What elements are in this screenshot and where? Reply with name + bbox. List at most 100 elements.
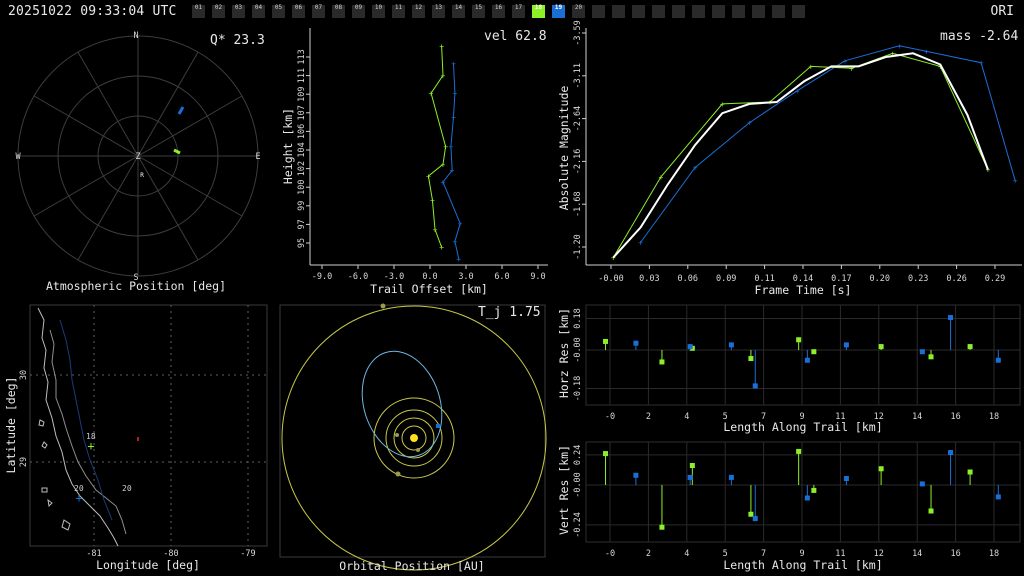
polar-east: E	[255, 152, 260, 162]
res-xtick: 2	[646, 412, 651, 422]
frame-cell[interactable]	[772, 5, 785, 18]
frame-cell[interactable]: 08	[332, 5, 345, 18]
vert-res-ylabel: Vert Res [km]	[557, 445, 571, 535]
frame-cell[interactable]	[712, 5, 725, 18]
height-ytick: 111	[297, 68, 307, 83]
magnitude-xtick: 0.06	[678, 274, 698, 284]
frame-cell[interactable]: 13	[432, 5, 445, 18]
height-xtick: 0.0	[422, 272, 437, 282]
res-marker	[811, 349, 817, 355]
frame-number: 02	[214, 4, 223, 11]
res-marker	[603, 338, 609, 344]
frame-cell[interactable]: 02	[212, 5, 225, 18]
height-point: +	[426, 172, 431, 181]
vert-res-xlabel: Length Along Trail [km]	[723, 558, 882, 572]
frame-cell[interactable]: 01	[192, 5, 205, 18]
polar-track-green	[173, 148, 181, 155]
planet-inner	[395, 471, 401, 477]
frame-cell[interactable]: 06	[292, 5, 305, 18]
polar-track-blue	[177, 106, 185, 115]
orbit-xlabel: Orbital Position [AU]	[339, 559, 484, 573]
height-point: +	[456, 255, 461, 264]
frame-cell[interactable]	[792, 5, 805, 18]
frame-cell[interactable]	[632, 5, 645, 18]
frame-cell[interactable]: 17	[512, 5, 525, 18]
planet-venus	[395, 433, 399, 437]
frame-cell[interactable]: 09	[352, 5, 365, 18]
coastline-inner	[49, 329, 127, 535]
magnitude-point: +	[747, 119, 752, 128]
orbit-venus	[393, 417, 435, 459]
res-marker	[728, 342, 734, 348]
height-ytick: 95	[297, 238, 307, 248]
polar-spoke	[33, 155, 139, 217]
res-marker	[928, 508, 934, 514]
frame-cell[interactable]: 05	[272, 5, 285, 18]
height-point: +	[452, 237, 457, 246]
res-marker	[603, 451, 609, 457]
frame-strip[interactable]: 01 02 03 04 05 06 07 08 09 10 11 12 13 14 15 16 17 18 19 20	[192, 5, 805, 18]
res-marker	[752, 383, 758, 389]
magnitude-xtick: 0.11	[754, 274, 774, 284]
frame-cell[interactable]: 07	[312, 5, 325, 18]
frame-number: 05	[274, 4, 283, 11]
coastline-blue	[59, 319, 113, 521]
frame-cell[interactable]	[692, 5, 705, 18]
height-xtick: 3.0	[458, 272, 473, 282]
res-marker	[633, 340, 639, 346]
frame-cell[interactable]	[592, 5, 605, 18]
map-blue-station: +	[75, 491, 82, 505]
res-xtick: 12	[874, 412, 884, 422]
height-ytick: 107	[297, 105, 307, 120]
frame-cell[interactable]	[752, 5, 765, 18]
height-ytick: 109	[297, 87, 307, 102]
frame-number: 15	[474, 4, 483, 11]
res-xtick: 7	[761, 549, 766, 559]
frame-number: 16	[494, 4, 503, 11]
frame-cell[interactable]	[672, 5, 685, 18]
frame-cell[interactable]	[652, 5, 665, 18]
map-xtick: -79	[240, 549, 255, 559]
timestamp: 20251022 09:33:04 UTC	[8, 4, 177, 19]
frame-cell[interactable]: 18	[532, 5, 545, 18]
map-ytick: 29	[19, 457, 29, 467]
frame-cell[interactable]: 11	[392, 5, 405, 18]
res-ytick: -0.18	[573, 376, 583, 402]
polar-spoke	[77, 51, 139, 157]
res-marker	[948, 450, 954, 455]
res-marker	[811, 487, 817, 493]
res-marker	[687, 474, 693, 480]
map-green-station: +	[87, 439, 94, 453]
res-marker	[919, 349, 925, 355]
frame-cell[interactable]: 20	[572, 5, 585, 18]
frame-number: 10	[374, 4, 383, 11]
map-ylabel: Latitude [deg]	[4, 377, 18, 474]
res-marker	[919, 481, 925, 487]
height-point: +	[450, 166, 455, 175]
frame-cell[interactable]: 15	[472, 5, 485, 18]
planet-mercury	[416, 448, 420, 452]
frame-cell[interactable]: 14	[452, 5, 465, 18]
magnitude-series-line	[612, 52, 989, 258]
sun-marker	[410, 434, 418, 442]
magnitude-ytick: -1.68	[573, 191, 583, 217]
height-xtick: 9.0	[530, 272, 545, 282]
frame-cell[interactable]: 16	[492, 5, 505, 18]
orbit-mercury	[401, 425, 427, 451]
frame-cell[interactable]: 03	[232, 5, 245, 18]
map-xtick: -81	[86, 549, 101, 559]
frame-cell[interactable]: 19	[552, 5, 565, 18]
frame-number: 14	[454, 4, 463, 11]
frame-cell[interactable]: 04	[252, 5, 265, 18]
res-xtick: 9	[799, 549, 804, 559]
magnitude-point: +	[1013, 177, 1018, 186]
frame-cell[interactable]: 10	[372, 5, 385, 18]
frame-cell[interactable]	[732, 5, 745, 18]
polar-west: W	[15, 152, 21, 162]
frame-cell[interactable]	[612, 5, 625, 18]
frame-number: 09	[354, 4, 363, 11]
magnitude-point: +	[924, 47, 929, 56]
horz-res-plot: -0 2 4 5 7 9 11 12 14 16 18 0.18 -0.00 -0.18	[573, 304, 1021, 422]
frame-cell[interactable]: 12	[412, 5, 425, 18]
height-point: +	[451, 113, 456, 122]
